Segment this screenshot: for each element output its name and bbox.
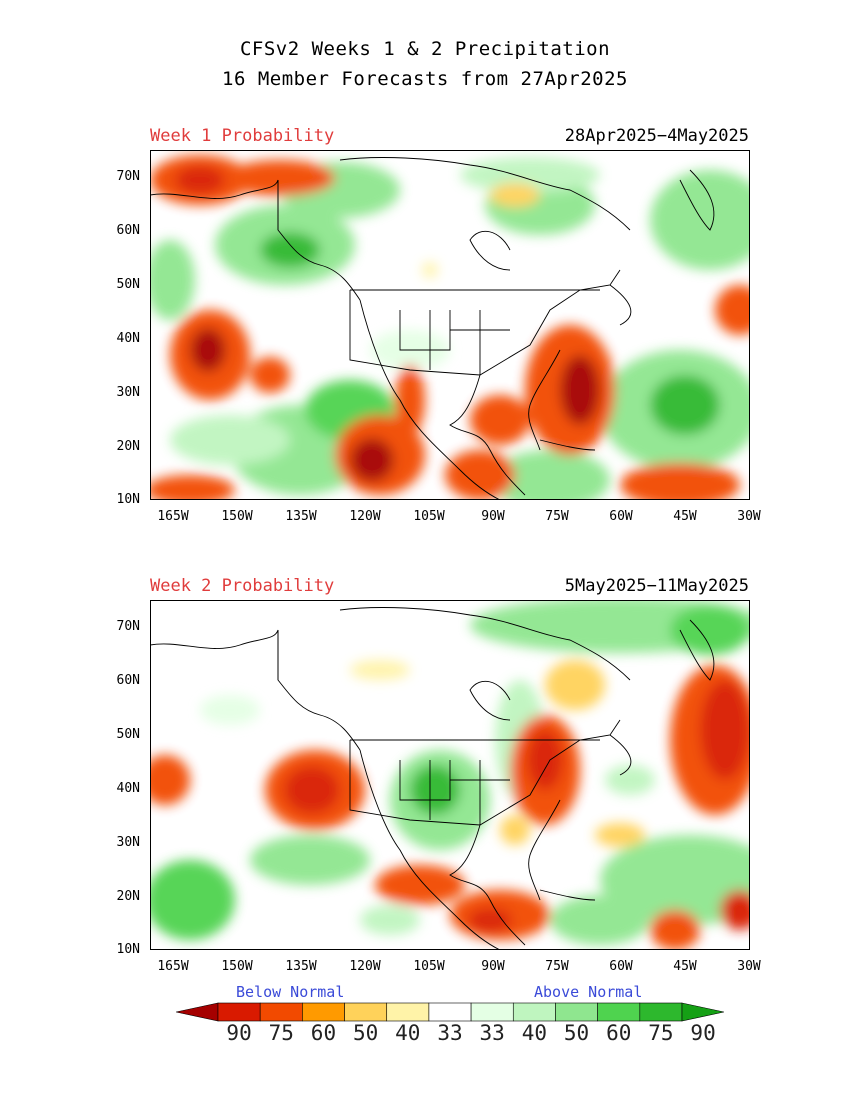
legend-value: 75 — [648, 1021, 674, 1045]
week2-lat-60N: 60N — [116, 673, 140, 688]
legend-value: 40 — [395, 1021, 421, 1045]
week2-lat-10N: 10N — [116, 942, 140, 957]
legend-value: 40 — [521, 1021, 547, 1045]
legend-value: 60 — [606, 1021, 632, 1045]
colorbar-swatch — [639, 1002, 683, 1022]
week2-lat-50N: 50N — [116, 727, 140, 742]
week1-lon-105W: 105W — [413, 509, 445, 524]
week2-lat-30N: 30N — [116, 835, 140, 850]
week2-lon-90W: 90W — [481, 959, 505, 974]
week2-lat-20N: 20N — [116, 889, 140, 904]
week2-lon-105W: 105W — [413, 959, 445, 974]
colorbar-swatch — [597, 1002, 641, 1022]
figure-title-line2: 16 Member Forecasts from 27Apr2025 — [222, 68, 628, 90]
colorbar-swatch — [302, 1002, 345, 1022]
colorbar-swatch — [555, 1002, 598, 1022]
legend-value: 90 — [226, 1021, 252, 1045]
legend-value: 33 — [479, 1021, 505, 1045]
colorbar-left-arrow — [175, 1002, 219, 1022]
figure-title-line1: CFSv2 Weeks 1 & 2 Precipitation — [239, 38, 611, 60]
week1-lon-120W: 120W — [349, 509, 381, 524]
week1-lat-50N: 50N — [116, 277, 140, 292]
week2-lon-135W: 135W — [285, 959, 317, 974]
week2-label: Week 2 Probability — [150, 576, 335, 596]
colorbar-swatch — [344, 1002, 388, 1022]
colorbar-swatch — [217, 1002, 261, 1022]
week1-lat-10N: 10N — [116, 492, 140, 507]
colorbar-right-arrow — [681, 1002, 725, 1022]
legend-colorbar — [175, 1002, 725, 1022]
week1-lat-60N: 60N — [116, 223, 140, 238]
week2-map-canvas — [150, 600, 750, 950]
week1-lon-150W: 150W — [221, 509, 253, 524]
week1-lat-70N: 70N — [116, 169, 140, 184]
week2-lon-75W: 75W — [545, 959, 569, 974]
week1-dates: 28Apr2025−4May2025 — [564, 126, 749, 146]
week2-lon-45W: 45W — [673, 959, 697, 974]
week1-lon-45W: 45W — [673, 509, 697, 524]
week1-map-canvas — [150, 150, 750, 500]
week1-lon-60W: 60W — [609, 509, 633, 524]
legend-value: 75 — [268, 1021, 294, 1045]
week2-lon-165W: 165W — [157, 959, 189, 974]
legend-value: 50 — [563, 1021, 590, 1045]
week2-lon-120W: 120W — [349, 959, 381, 974]
week2-dates: 5May2025−11May2025 — [564, 576, 749, 596]
legend-value: 60 — [310, 1021, 337, 1045]
week1-lon-135W: 135W — [285, 509, 317, 524]
week1-label: Week 1 Probability — [150, 126, 335, 146]
week1-lat-20N: 20N — [116, 439, 140, 454]
week1-lon-90W: 90W — [481, 509, 505, 524]
week1-lon-165W: 165W — [157, 509, 189, 524]
colorbar-swatch — [259, 1002, 303, 1022]
legend-value: 90 — [690, 1021, 716, 1045]
week2-map — [150, 600, 750, 950]
week1-lon-30W: 30W — [737, 509, 761, 524]
colorbar-swatch — [512, 1002, 556, 1022]
week1-lon-75W: 75W — [545, 509, 569, 524]
legend-above-normal: Above Normal — [534, 983, 643, 1001]
week2-lon-30W: 30W — [737, 959, 761, 974]
week2-lon-60W: 60W — [609, 959, 633, 974]
week1-map — [150, 150, 750, 500]
legend-below-normal: Below Normal — [236, 983, 345, 1001]
week1-lat-30N: 30N — [116, 385, 140, 400]
colorbar-swatch — [386, 1002, 430, 1022]
colorbar-swatch — [428, 1002, 472, 1022]
colorbar-swatch — [470, 1002, 514, 1022]
week2-lat-70N: 70N — [116, 619, 140, 634]
legend-value: 50 — [352, 1021, 379, 1045]
legend-value: 33 — [437, 1021, 463, 1045]
week2-lat-40N: 40N — [116, 781, 140, 796]
week2-lon-150W: 150W — [221, 959, 253, 974]
week1-lat-40N: 40N — [116, 331, 140, 346]
legend-colorbar-svg — [175, 1002, 725, 1022]
